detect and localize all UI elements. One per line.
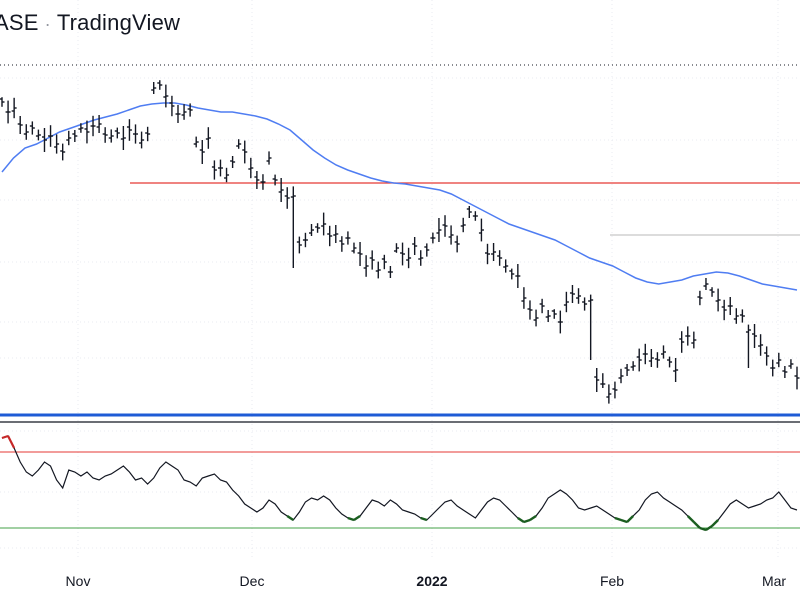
overbought-segment	[1, 434, 9, 440]
level-layer	[0, 64, 800, 236]
x-tick-label: Feb	[600, 573, 624, 589]
brand-label: TradingView	[56, 10, 181, 35]
panel-separator-layer	[0, 413, 800, 423]
source-label: ASE	[0, 10, 39, 35]
oversold-segment	[686, 515, 695, 523]
oversold-segment	[614, 516, 622, 522]
oversold-segment	[699, 526, 707, 532]
header-separator: ·	[44, 14, 51, 34]
x-tick-label: Dec	[240, 573, 265, 589]
oversold-segment	[529, 514, 537, 522]
oversold-segment	[286, 514, 294, 522]
oversold-segment	[692, 521, 701, 529]
x-axis-layer: Nov Dec 2022 Feb Mar	[66, 573, 787, 589]
oversold-segment	[420, 516, 428, 522]
overbought-segment	[7, 435, 16, 449]
price-bar-layer	[0, 80, 800, 404]
oscillator-layer	[0, 434, 800, 532]
x-tick-label: Nov	[66, 573, 91, 589]
oversold-segment	[620, 518, 628, 524]
oversold-segment	[705, 524, 713, 532]
oscillator-line	[1, 435, 798, 531]
x-tick-label: Mar	[762, 573, 786, 589]
x-tick-label: 2022	[416, 573, 447, 589]
oversold-segment	[353, 514, 361, 522]
oversold-segment	[523, 518, 531, 524]
oversold-segment	[347, 516, 355, 522]
moving-average-line	[1, 102, 798, 291]
oversold-segment	[517, 516, 525, 524]
oversold-segment	[626, 515, 634, 523]
moving-average-layer	[1, 102, 798, 291]
chart-header: ASE · TradingView	[0, 10, 180, 36]
oversold-segment	[711, 519, 719, 527]
